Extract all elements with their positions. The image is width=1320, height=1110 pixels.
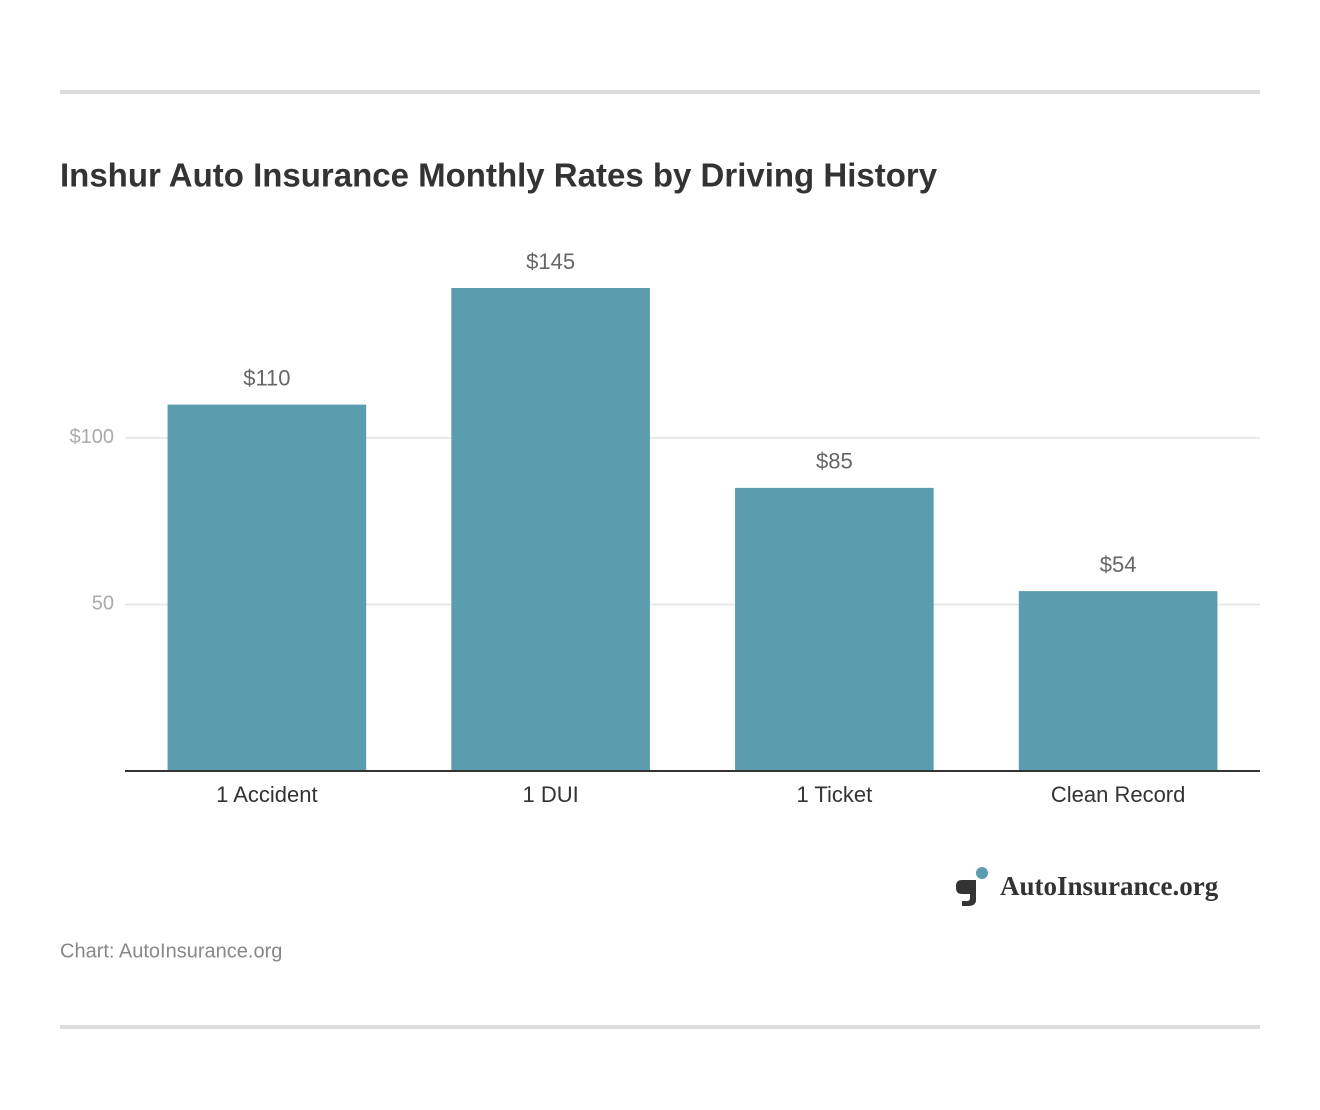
logo: AutoInsurance.org (956, 867, 1219, 906)
y-tick-label: $100 (70, 426, 115, 448)
logo-text: AutoInsurance.org (1000, 871, 1219, 901)
top-rule (60, 90, 1260, 94)
x-tick-label: 1 Accident (216, 782, 318, 807)
source: Chart: AutoInsurance.org (60, 940, 282, 962)
x-tick-label: Clean Record (1051, 782, 1186, 807)
logo-dot (976, 867, 988, 879)
bar (167, 404, 367, 771)
x-tick-label: 1 DUI (523, 782, 579, 807)
chart-title: Inshur Auto Insurance Monthly Rates by D… (60, 157, 938, 194)
value-label: $110 (243, 365, 290, 390)
x-tick-label: 1 Ticket (796, 782, 872, 807)
bar (451, 288, 650, 771)
value-label: $54 (1100, 552, 1137, 577)
y-tick-label: 50 (92, 593, 114, 615)
bar (735, 487, 934, 771)
bar (1018, 591, 1218, 771)
bottom-rule (60, 1025, 1260, 1029)
value-label: $145 (526, 249, 575, 274)
value-label: $85 (816, 449, 853, 474)
logo-icon (956, 880, 976, 906)
